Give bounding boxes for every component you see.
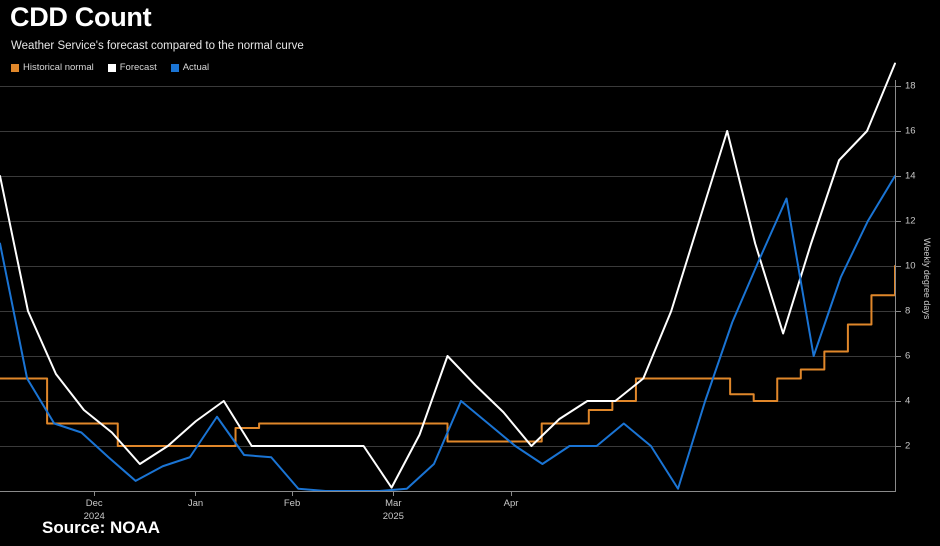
y-tick-label: 16 bbox=[905, 125, 916, 137]
legend-label-actual: Actual bbox=[182, 62, 210, 73]
y-axis bbox=[895, 80, 896, 492]
y-tick-label: 18 bbox=[905, 80, 916, 92]
y-tick bbox=[895, 401, 901, 402]
y-axis-title: Weekly degree days bbox=[922, 238, 932, 320]
x-tick-label: Jan bbox=[187, 498, 204, 509]
x-tick-label: Mar bbox=[385, 498, 402, 509]
legend-item-historical-normal[interactable]: Historical normal bbox=[11, 62, 94, 73]
legend-item-actual[interactable]: Actual bbox=[170, 62, 210, 73]
gridline bbox=[0, 86, 895, 87]
x-axis bbox=[0, 491, 896, 492]
page-subtitle: Weather Service's forecast compared to t… bbox=[11, 40, 304, 52]
y-tick-label: 12 bbox=[905, 215, 916, 227]
y-tick bbox=[895, 356, 901, 357]
x-tick bbox=[94, 491, 96, 496]
gridline bbox=[0, 131, 895, 132]
y-tick bbox=[895, 176, 901, 177]
source-label: Source: NOAA bbox=[42, 518, 161, 537]
x-tick-label: Dec bbox=[85, 498, 103, 509]
chart-legend: Historical normal Forecast Actual bbox=[11, 62, 209, 73]
series-lines bbox=[0, 62, 896, 492]
y-tick-label: 4 bbox=[905, 395, 911, 407]
x-tick bbox=[292, 491, 294, 496]
y-tick bbox=[895, 266, 901, 267]
x-tick-year: 2025 bbox=[382, 511, 404, 522]
x-tick bbox=[195, 491, 197, 496]
y-tick bbox=[895, 221, 901, 222]
legend-label-historical-normal: Historical normal bbox=[23, 62, 94, 73]
x-tick-label: Apr bbox=[503, 498, 519, 509]
plot-area bbox=[0, 62, 940, 492]
gridline bbox=[0, 176, 895, 177]
gridline bbox=[0, 311, 895, 312]
y-tick-label: 14 bbox=[905, 170, 916, 182]
series-line-actual bbox=[0, 175, 896, 492]
y-tick bbox=[895, 131, 901, 132]
legend-item-forecast[interactable]: Forecast bbox=[107, 62, 157, 73]
gridline bbox=[0, 446, 895, 447]
legend-swatch-historical-normal bbox=[11, 63, 19, 72]
y-tick-label: 2 bbox=[905, 440, 911, 452]
x-tick bbox=[511, 491, 513, 496]
gridline bbox=[0, 401, 895, 402]
x-tick bbox=[393, 491, 395, 496]
gridline bbox=[0, 266, 895, 267]
gridline bbox=[0, 221, 895, 222]
legend-swatch-actual bbox=[170, 63, 179, 72]
legend-label-forecast: Forecast bbox=[119, 62, 157, 73]
y-tick-label: 10 bbox=[905, 260, 916, 272]
series-line-forecast bbox=[0, 62, 896, 489]
page-title: CDD Count bbox=[10, 2, 152, 32]
x-tick-year: 2024 bbox=[83, 511, 105, 522]
y-tick-label: 6 bbox=[905, 350, 911, 362]
legend-swatch-forecast bbox=[107, 63, 116, 72]
y-tick-label: 8 bbox=[905, 305, 911, 317]
y-tick bbox=[895, 446, 901, 447]
x-tick-label: Feb bbox=[283, 498, 301, 509]
y-tick bbox=[895, 311, 901, 312]
y-tick bbox=[895, 86, 901, 87]
